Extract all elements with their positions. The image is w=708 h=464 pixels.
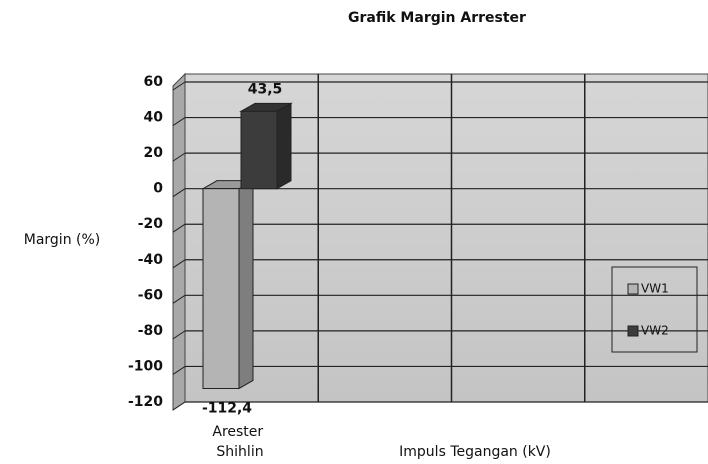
tick-mark [172, 223, 186, 233]
bar-side [276, 102, 292, 190]
tick-mark [172, 366, 186, 375]
legend-label: VW1 [641, 282, 669, 296]
tick-mark [172, 117, 186, 126]
data-label: 43,5 [248, 81, 283, 97]
bar [239, 102, 293, 190]
bar-front [202, 188, 240, 389]
data-label: -112,4 [202, 400, 252, 416]
y-axis-label: Margin (%) [24, 232, 101, 248]
legend-box [611, 266, 698, 353]
y-tick-label: -40 [138, 252, 164, 268]
y-tick-label: 20 [144, 145, 164, 161]
tick-mark [172, 401, 186, 411]
chart-title: Grafik Margin Arrester [348, 10, 526, 26]
tick-mark [172, 330, 186, 340]
bar-side [238, 179, 254, 390]
y-tick-label: -60 [138, 287, 164, 303]
legend-label: VW2 [641, 324, 669, 338]
y-tick-label: -20 [138, 216, 164, 232]
tick-mark [172, 188, 186, 198]
tick-mark [172, 259, 186, 269]
y-tick-label: -100 [128, 358, 163, 374]
y-tick-label: 0 [153, 181, 163, 197]
y-tick-label: 60 [144, 74, 164, 90]
tick-mark [172, 81, 186, 91]
x-tick-label: Arester Shihlin [212, 424, 267, 460]
x-axis-label: Impuls Tegangan (kV) [399, 444, 551, 460]
y-tick-label: -120 [128, 394, 163, 410]
y-tick-label: 40 [144, 110, 164, 126]
tick-mark [172, 152, 186, 162]
legend-swatch [627, 325, 639, 337]
tick-mark [172, 294, 186, 304]
legend-swatch [627, 283, 639, 295]
bar-front [240, 110, 278, 190]
y-tick-label: -80 [138, 323, 164, 339]
bar [201, 179, 255, 390]
